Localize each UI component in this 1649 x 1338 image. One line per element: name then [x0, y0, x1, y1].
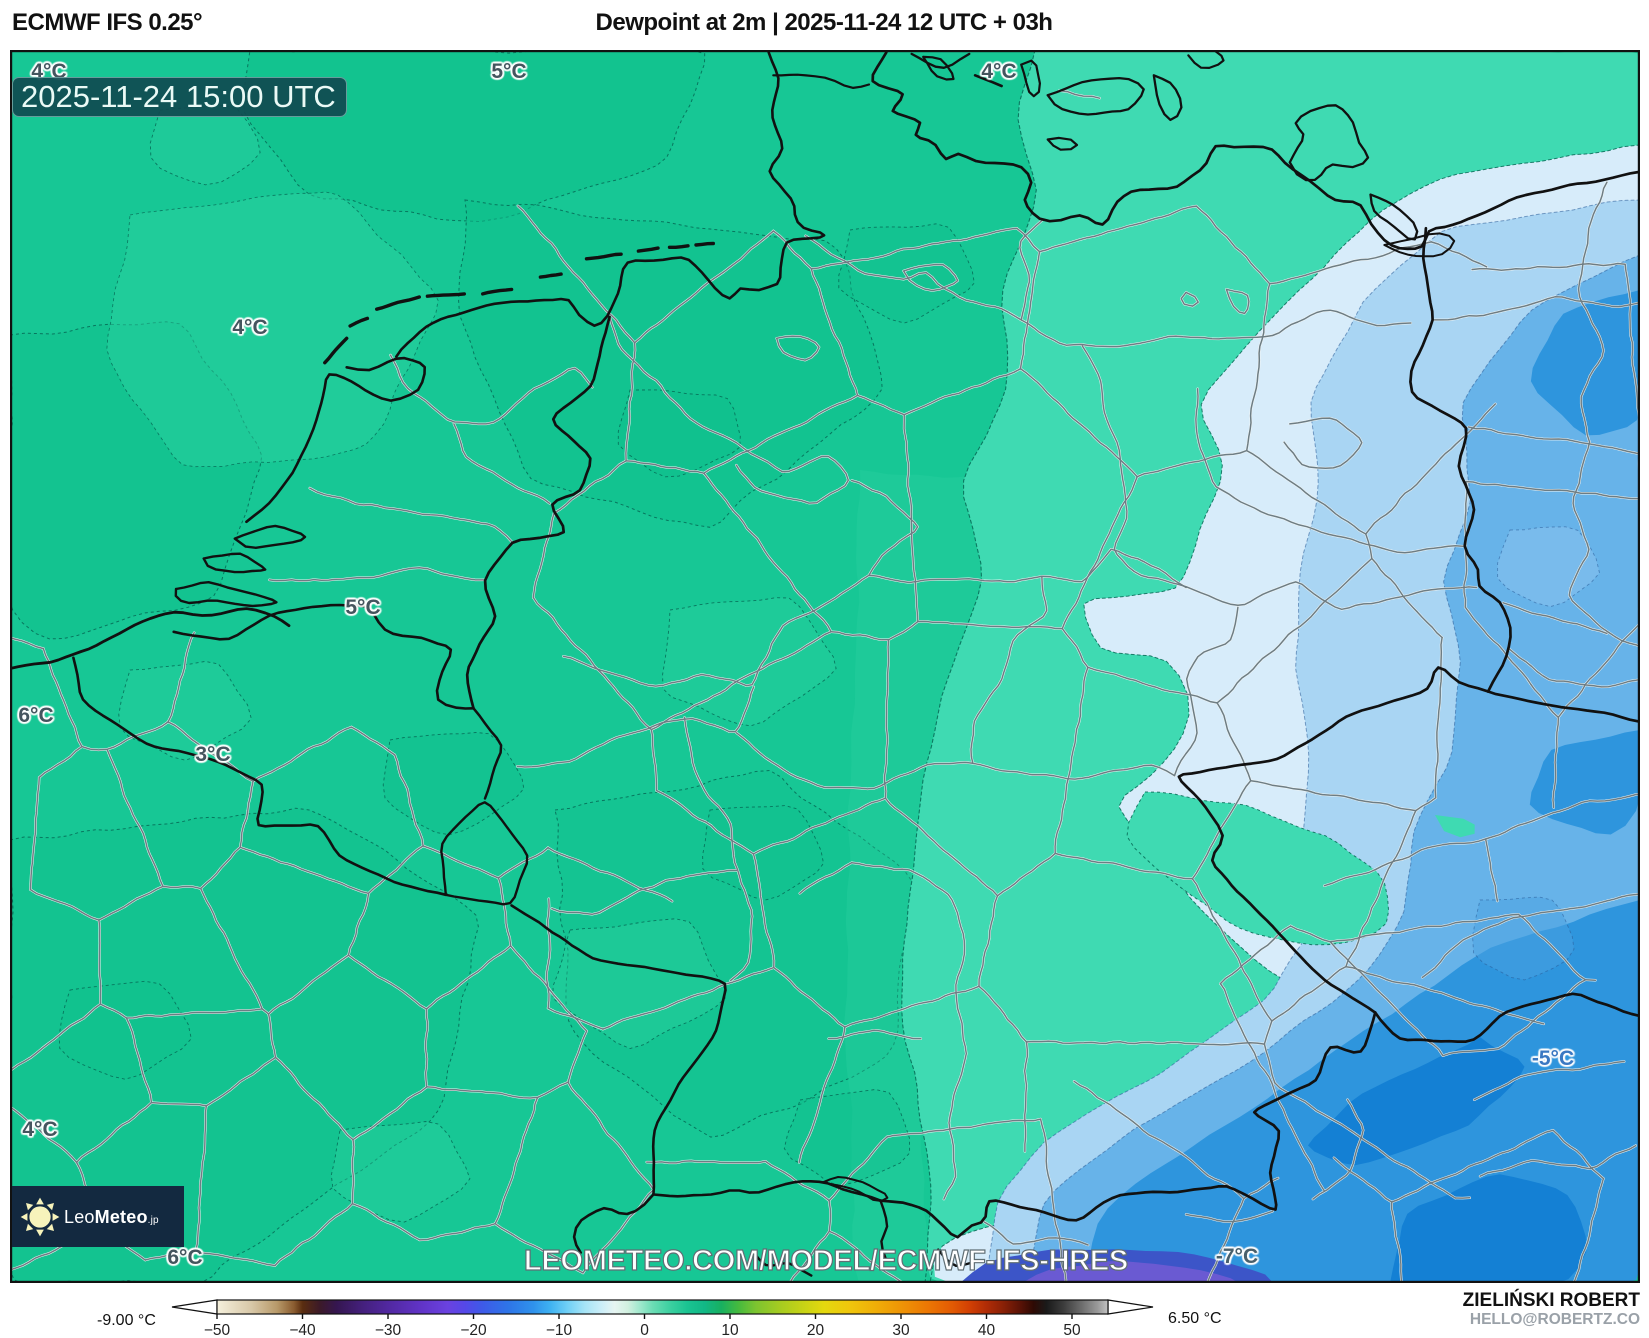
- svg-text:20: 20: [807, 1322, 825, 1338]
- svg-text:0: 0: [640, 1322, 649, 1338]
- svg-text:40: 40: [978, 1322, 996, 1338]
- svg-text:−40: −40: [289, 1322, 316, 1338]
- svg-text:10: 10: [721, 1322, 739, 1338]
- svg-text:50: 50: [1063, 1322, 1081, 1338]
- svg-text:−30: −30: [375, 1322, 402, 1338]
- svg-text:−10: −10: [546, 1322, 573, 1338]
- svg-text:30: 30: [892, 1322, 910, 1338]
- svg-text:−50: −50: [204, 1322, 231, 1338]
- svg-text:−20: −20: [460, 1322, 487, 1338]
